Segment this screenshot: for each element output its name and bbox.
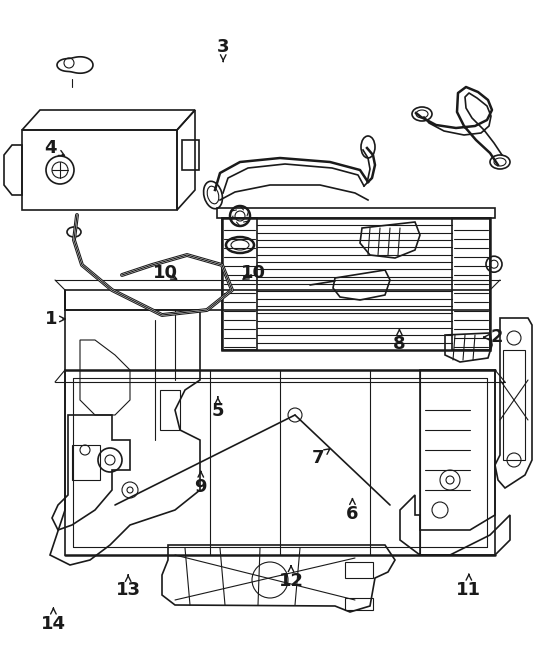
Text: 8: 8	[393, 329, 406, 353]
Text: 9: 9	[194, 471, 207, 496]
Text: 14: 14	[41, 608, 66, 633]
Bar	[222, 218, 490, 350]
Text: 5: 5	[211, 397, 224, 421]
Bar	[222, 218, 257, 350]
Text: 4: 4	[44, 139, 65, 158]
Text: 12: 12	[279, 566, 303, 590]
Text: 10: 10	[153, 264, 178, 283]
Text: 7: 7	[311, 449, 330, 467]
Text: 3: 3	[217, 38, 230, 61]
Text: 10: 10	[241, 264, 266, 283]
Text: 6: 6	[346, 499, 359, 523]
Bar	[160, 390, 180, 430]
Text: 13: 13	[116, 575, 140, 599]
Bar	[217, 208, 495, 218]
Bar	[72, 445, 100, 480]
Bar	[345, 562, 373, 578]
Bar	[503, 350, 525, 460]
Bar	[345, 598, 373, 610]
Text: 11: 11	[457, 574, 481, 599]
Text: 2: 2	[484, 328, 503, 346]
Bar	[22, 130, 177, 210]
Text: 1: 1	[44, 310, 65, 328]
Bar	[452, 218, 490, 350]
